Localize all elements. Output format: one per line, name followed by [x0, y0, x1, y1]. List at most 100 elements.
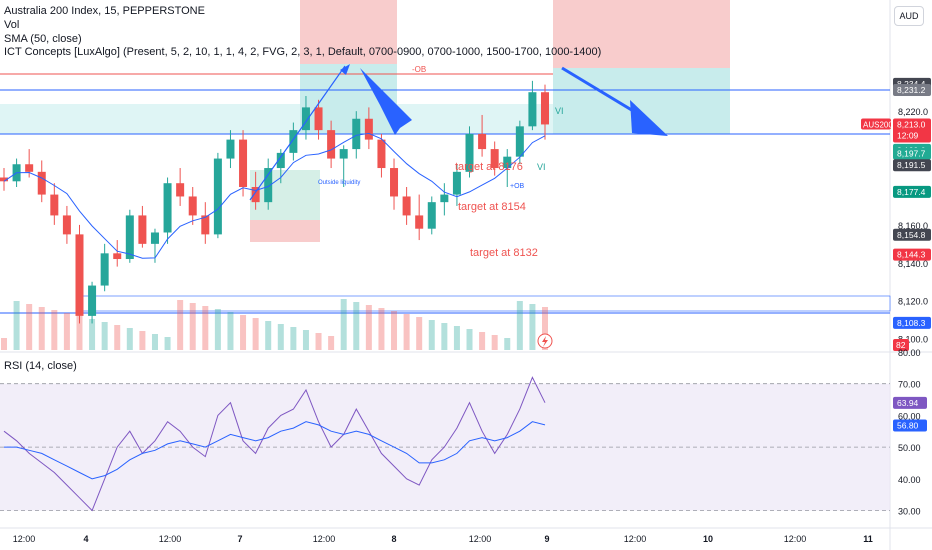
- volume-bar: [214, 309, 221, 350]
- volume-bar: [265, 321, 272, 350]
- rsi-tick-label: 70.00: [898, 380, 921, 390]
- volume-badge-label: 82: [896, 340, 906, 350]
- volume-bar: [315, 333, 322, 350]
- candle-body: [314, 107, 323, 131]
- price-badge-label: 8,213.0: [897, 119, 926, 129]
- candle-body: [490, 149, 499, 169]
- path-arrowhead: [340, 64, 350, 75]
- volume-bar: [302, 330, 309, 350]
- rsi-legend: RSI (14, close): [4, 360, 77, 372]
- volume-bar: [177, 300, 184, 350]
- currency-button[interactable]: AUD: [894, 6, 924, 26]
- price-badge-label: 8,144.3: [897, 250, 926, 260]
- price-badge-label: 8,231.2: [897, 85, 926, 95]
- projection-arrowhead: [630, 100, 668, 136]
- price-badge: [893, 185, 931, 198]
- candle-body: [289, 130, 298, 153]
- liquidity-box: [79, 295, 891, 312]
- candle-body: [50, 194, 59, 216]
- rsi-ma-line: [4, 421, 546, 480]
- time-tick-label: 4: [83, 534, 88, 544]
- price-badge-countdown: 12:09: [897, 130, 919, 140]
- price-tick-label: 8,120.0: [898, 297, 928, 307]
- rsi-badge: [893, 396, 927, 409]
- volume-bar: [504, 338, 511, 350]
- price-tick-label: 8,100.0: [898, 335, 928, 345]
- candle-body: [176, 183, 185, 197]
- candle-body: [201, 215, 210, 235]
- candle-body: [452, 171, 461, 195]
- volume-bar: [365, 305, 372, 350]
- candle-body: [364, 118, 373, 140]
- chart-title: Australia 200 Index, 15, PEPPERSTONE: [4, 5, 205, 17]
- candle-body: [188, 196, 197, 216]
- candle-body: [528, 92, 537, 127]
- candle-body: [125, 215, 134, 260]
- volume-bar: [76, 316, 83, 350]
- rsi-tick-label: 80.00: [898, 348, 921, 358]
- candle-body: [339, 149, 348, 159]
- volume-bar: [516, 301, 523, 350]
- candle-body: [264, 168, 273, 203]
- volume-bar: [416, 317, 423, 350]
- candle-body: [515, 126, 524, 157]
- stop-zone: [300, 0, 397, 64]
- candle-body: [427, 202, 436, 229]
- rsi-tick-label: 50.00: [898, 443, 921, 453]
- time-tick-label: 9: [544, 534, 549, 544]
- time-tick-label: 12:00: [784, 534, 807, 544]
- time-tick-label: 12:00: [624, 534, 647, 544]
- time-tick-label: 12:00: [469, 534, 492, 544]
- rsi-line: [3, 376, 546, 512]
- candle-body: [377, 139, 386, 169]
- volume-legend: Vol: [4, 19, 20, 31]
- volume-bar: [13, 301, 20, 350]
- candle-body: [301, 107, 310, 131]
- candle-body: [138, 215, 147, 244]
- rsi-badge: [893, 419, 927, 432]
- lightning-glyph: [542, 336, 548, 347]
- time-tick-label: 8: [391, 534, 396, 544]
- chart-annotation: target at 8176: [455, 161, 523, 173]
- candle-body: [352, 118, 361, 150]
- candle-body: [88, 285, 97, 316]
- candle-body: [390, 168, 399, 197]
- candle-body: [25, 164, 34, 172]
- candle-body: [113, 253, 122, 260]
- volume-bar: [139, 331, 146, 350]
- rsi-badge-label: 63.94: [897, 398, 919, 408]
- time-tick-label: 11: [863, 534, 873, 544]
- candle-body: [163, 183, 172, 233]
- candle-body: [226, 139, 235, 159]
- sma-legend: SMA (50, close): [4, 33, 82, 45]
- chart-annotation: VI: [555, 106, 564, 116]
- time-tick-label: 12:00: [313, 534, 336, 544]
- price-badge-label: 8,154.8: [897, 230, 926, 240]
- down-arrow: [360, 68, 412, 135]
- time-tick-label: 12:00: [13, 534, 36, 544]
- candle-body: [62, 215, 71, 235]
- candle-body: [276, 152, 285, 169]
- price-badge-label: 8,191.5: [897, 160, 926, 170]
- volume-bar: [466, 329, 473, 350]
- volume-bar: [202, 306, 209, 350]
- volume-bar: [126, 328, 133, 350]
- candle-body: [503, 156, 512, 169]
- volume-bar: [189, 303, 196, 350]
- candle-body: [465, 133, 474, 172]
- volume-bar: [378, 308, 385, 350]
- candle-body: [440, 194, 449, 203]
- chart-annotation: Outside liquidity: [318, 180, 360, 186]
- time-tick-label: 10: [703, 534, 713, 544]
- sma-line: [3, 132, 546, 259]
- price-badge: [893, 248, 931, 261]
- volume-bar: [353, 302, 360, 350]
- price-badge-label: 8,108.3: [897, 318, 926, 328]
- candle-body: [213, 158, 222, 235]
- volume-bar: [252, 318, 259, 350]
- price-badge: [893, 147, 931, 160]
- rsi-badge-label: 56.80: [897, 421, 919, 431]
- price-badge: [893, 83, 931, 96]
- path-arrow: [249, 65, 346, 201]
